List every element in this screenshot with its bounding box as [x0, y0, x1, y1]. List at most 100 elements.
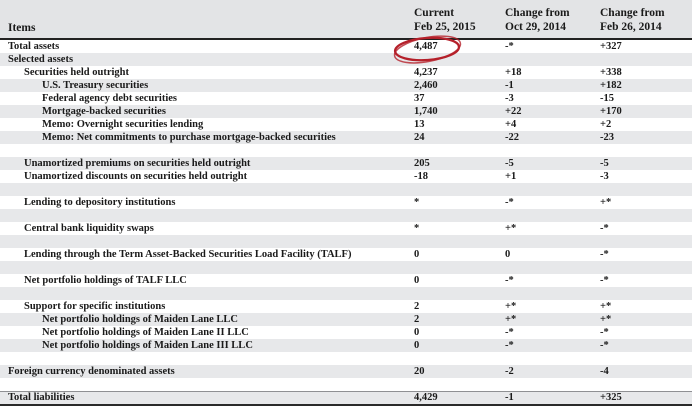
table-row: Net portfolio holdings of Maiden Lane II… [0, 339, 692, 352]
value-change-feb: +338 [600, 67, 622, 78]
column-header-line: Current [414, 7, 455, 19]
value-change-feb: +* [600, 301, 612, 312]
column-header-line: Change from [600, 7, 665, 19]
column-header-items: Items [8, 22, 36, 34]
table-row: Securities held outright 4,237 +18 +338 [0, 66, 692, 79]
value-current: 13 [414, 119, 425, 130]
value-current: 0 [414, 275, 420, 286]
value-change-oct: +4 [505, 119, 517, 130]
value-change-feb: +325 [600, 392, 622, 403]
table-row-blank [0, 261, 692, 274]
value-change-oct: -* [505, 340, 514, 351]
item-label: Memo: Net commitments to purchase mortga… [42, 132, 336, 143]
value-current: 24 [414, 132, 425, 143]
item-label: Foreign currency denominated assets [8, 366, 175, 377]
item-label: Central bank liquidity swaps [24, 223, 154, 234]
value-change-feb: +2 [600, 119, 612, 130]
value-change-oct: -* [505, 327, 514, 338]
value-change-oct: +1 [505, 171, 517, 182]
item-label: Total liabilities [8, 392, 75, 403]
value-current: 0 [414, 327, 420, 338]
value-change-feb: -* [600, 340, 609, 351]
value-change-oct: -2 [505, 366, 514, 377]
value-change-feb: -* [600, 327, 609, 338]
table-row: Unamortized discounts on securities held… [0, 170, 692, 183]
value-change-oct: -3 [505, 93, 514, 104]
item-label: Lending to depository institutions [24, 197, 176, 208]
value-change-oct: 0 [505, 249, 511, 260]
value-change-feb: -4 [600, 366, 609, 377]
value-change-feb: -* [600, 275, 609, 286]
value-change-oct: -1 [505, 80, 514, 91]
item-label: Net portfolio holdings of TALF LLC [24, 275, 187, 286]
item-label: Net portfolio holdings of Maiden Lane II… [42, 327, 249, 338]
value-change-oct: +* [505, 223, 517, 234]
value-change-oct: -* [505, 275, 514, 286]
value-current: 0 [414, 340, 420, 351]
column-header-current: Current Feb 25, 2015 [414, 6, 476, 34]
value-current: 2,460 [414, 80, 438, 91]
table-row-blank [0, 378, 692, 391]
item-label: Securities held outright [24, 67, 129, 78]
column-header-line: Oct 29, 2014 [505, 21, 567, 33]
value-change-oct: -22 [505, 132, 519, 143]
value-change-feb: -3 [600, 171, 609, 182]
table-row: Memo: Overnight securities lending 13 +4 +2 [0, 118, 692, 131]
item-label: Lending through the Term Asset-Backed Se… [24, 249, 352, 260]
table-body: Total assets 4,487 -* +327 Selected assets Se… [0, 40, 692, 406]
value-current: 205 [414, 158, 430, 169]
table-row: Net portfolio holdings of Maiden Lane LL… [0, 313, 692, 326]
table-row-blank [0, 183, 692, 196]
value-current: 1,740 [414, 106, 438, 117]
value-current: 20 [414, 366, 425, 377]
table-header: Items Current Feb 25, 2015 Change from O… [0, 0, 692, 40]
table-row-blank [0, 209, 692, 222]
table-row: Total liabilities 4,429 -1 +325 [0, 391, 692, 404]
value-change-feb: +170 [600, 106, 622, 117]
item-label: Selected assets [8, 54, 74, 65]
table-row-blank [0, 144, 692, 157]
table-row: Support for specific institutions 2 +* +* [0, 300, 692, 313]
table-row: Lending to depository institutions * -* +* [0, 196, 692, 209]
value-change-feb: +* [600, 197, 612, 208]
table-row: Selected assets [0, 53, 692, 66]
column-header-change-feb: Change from Feb 26, 2014 [600, 6, 665, 34]
item-label: Net portfolio holdings of Maiden Lane II… [42, 340, 253, 351]
value-current: 37 [414, 93, 425, 104]
item-label: Total assets [8, 41, 60, 52]
value-change-feb: -15 [600, 93, 614, 104]
column-header-line: Feb 26, 2014 [600, 21, 662, 33]
value-current: -18 [414, 171, 428, 182]
table-row-blank [0, 235, 692, 248]
table-row: Unamortized premiums on securities held … [0, 157, 692, 170]
value-change-feb: +327 [600, 41, 622, 52]
value-current: 4,487 [414, 41, 438, 52]
value-current: 4,237 [414, 67, 438, 78]
value-change-oct: -1 [505, 392, 514, 403]
value-change-feb: +182 [600, 80, 622, 91]
column-header-change-oct: Change from Oct 29, 2014 [505, 6, 570, 34]
table-row: Federal agency debt securities 37 -3 -15 [0, 92, 692, 105]
table-row: Total assets 4,487 -* +327 [0, 40, 692, 53]
value-change-oct: +22 [505, 106, 522, 117]
value-change-oct: +* [505, 301, 517, 312]
value-current: 0 [414, 249, 420, 260]
table-row: Mortgage-backed securities 1,740 +22 +170 [0, 105, 692, 118]
item-label: Net portfolio holdings of Maiden Lane LL… [42, 314, 239, 325]
value-change-oct: -5 [505, 158, 514, 169]
value-change-oct: -* [505, 41, 514, 52]
item-label: Unamortized discounts on securities held… [24, 171, 248, 182]
item-label: Support for specific institutions [24, 301, 166, 312]
table-row: Central bank liquidity swaps * +* -* [0, 222, 692, 235]
value-current: 2 [414, 301, 420, 312]
table-row: Lending through the Term Asset-Backed Se… [0, 248, 692, 261]
item-label: U.S. Treasury securities [42, 80, 149, 91]
table-row: Net portfolio holdings of Maiden Lane II… [0, 326, 692, 339]
value-change-oct: +18 [505, 67, 522, 78]
table-row: Foreign currency denominated assets 20 -2 -… [0, 365, 692, 378]
item-label: Memo: Overnight securities lending [42, 119, 204, 130]
column-header-line: Feb 25, 2015 [414, 21, 476, 33]
table-row: Net portfolio holdings of TALF LLC 0 -* -* [0, 274, 692, 287]
item-label: Unamortized premiums on securities held … [24, 158, 251, 169]
